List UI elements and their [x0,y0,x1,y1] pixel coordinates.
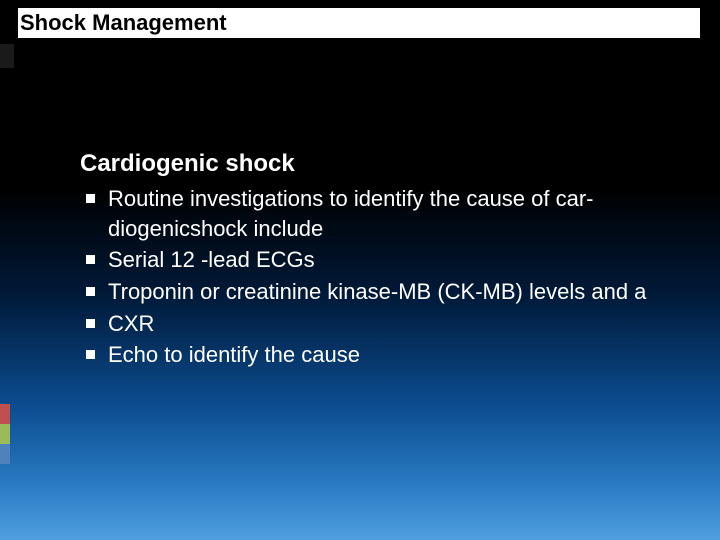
bullet-item: Serial 12 -lead ECGs [80,245,660,275]
bullet-item: Echo to identify the cause [80,340,660,370]
slide: Shock Management Cardiogenic shock Routi… [0,0,720,540]
slide-subtitle: Cardiogenic shock [80,150,660,178]
content-area: Cardiogenic shock Routine investigations… [80,150,660,372]
accent-swatch [0,424,10,444]
left-accent-block [0,44,14,68]
accent-color-strip [0,404,10,464]
accent-swatch [0,404,10,424]
slide-title: Shock Management [18,8,700,38]
bullet-item: Routine investigations to identify the c… [80,184,660,243]
accent-swatch [0,444,10,464]
bullet-item: CXR [80,309,660,339]
bullet-item: Troponin or creatinine kinase-MB (CK-MB)… [80,277,660,307]
bullet-list: Routine investigations to identify the c… [80,184,660,370]
